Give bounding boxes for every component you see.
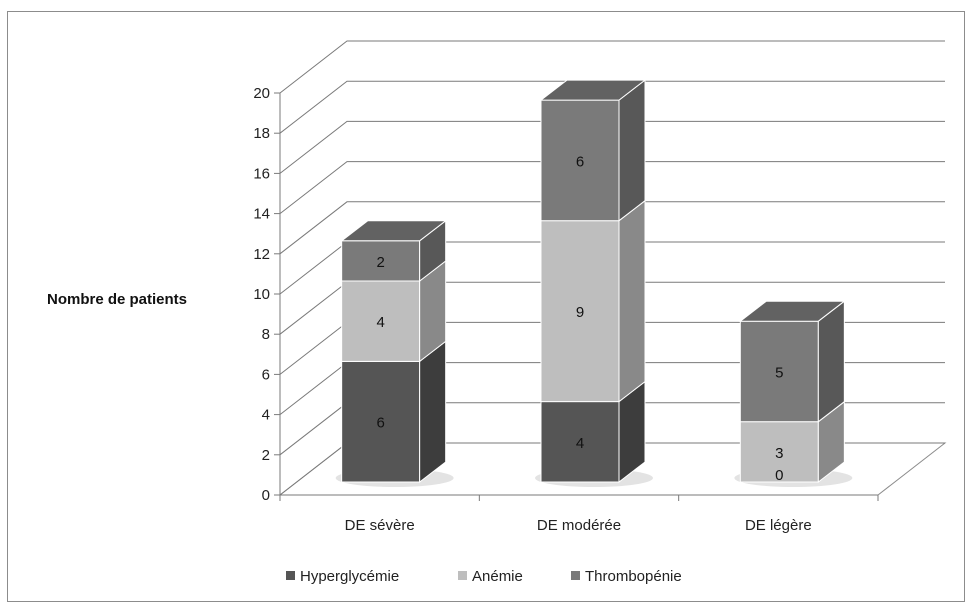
legend-label: Thrombopénie	[585, 568, 682, 585]
bar-segment-side	[618, 79, 646, 222]
chart-data-labels: 6 4 2 4 9 6 0 3 5	[376, 153, 783, 484]
y-tick-label: 2	[262, 447, 270, 464]
y-tick-label: 0	[262, 487, 270, 504]
y-tick-label: 20	[253, 85, 270, 102]
data-label: 4	[576, 435, 584, 452]
bar-segment-front[interactable]	[540, 220, 620, 403]
bar-top	[539, 79, 647, 101]
x-category-label: DE modérée	[537, 517, 621, 534]
x-category-label: DE sévère	[345, 517, 415, 534]
gridline	[279, 80, 945, 134]
y-tick-label: 4	[262, 407, 270, 424]
bar-top	[340, 220, 448, 242]
gridline	[279, 40, 945, 94]
gridline	[279, 120, 945, 174]
y-tick-label: 14	[253, 206, 270, 223]
bar-segment-front[interactable]	[341, 360, 421, 483]
legend-label: Hyperglycémie	[300, 568, 399, 585]
data-label: 9	[576, 304, 584, 321]
y-tick-label: 18	[253, 125, 270, 142]
y-tick-label: 8	[262, 326, 270, 343]
chart-bars	[335, 79, 853, 487]
bar-segment-front[interactable]	[739, 421, 819, 483]
y-tick-label: 12	[253, 246, 270, 263]
bar-segment-front[interactable]	[540, 401, 620, 483]
bar-segment-front[interactable]	[540, 99, 620, 222]
data-label: 6	[376, 415, 384, 432]
bar-top	[738, 300, 846, 322]
data-label: 6	[576, 153, 584, 170]
chart-legend: Hyperglycémie Anémie Thrombopénie	[286, 568, 682, 585]
data-label: 2	[376, 254, 384, 271]
y-tick-label: 10	[253, 286, 270, 303]
data-label: 3	[775, 445, 783, 462]
bar-segment-side	[618, 199, 646, 403]
legend-swatch	[286, 571, 295, 580]
x-category-label: DE légère	[745, 517, 812, 534]
bar-segment-side	[817, 300, 845, 423]
bar-segment-side	[419, 340, 447, 484]
gridline	[279, 161, 945, 214]
legend-swatch	[571, 571, 580, 580]
data-label: 0	[775, 467, 783, 484]
data-label: 5	[775, 364, 783, 381]
gridline	[279, 201, 945, 255]
legend-label: Anémie	[472, 568, 523, 585]
y-axis-label: Nombre de patients	[47, 291, 187, 308]
y-tick-label: 16	[253, 165, 270, 182]
y-tick-label: 6	[262, 366, 270, 383]
legend-swatch	[458, 571, 467, 580]
data-label: 4	[376, 314, 384, 331]
bar-segment-front[interactable]	[739, 320, 819, 423]
